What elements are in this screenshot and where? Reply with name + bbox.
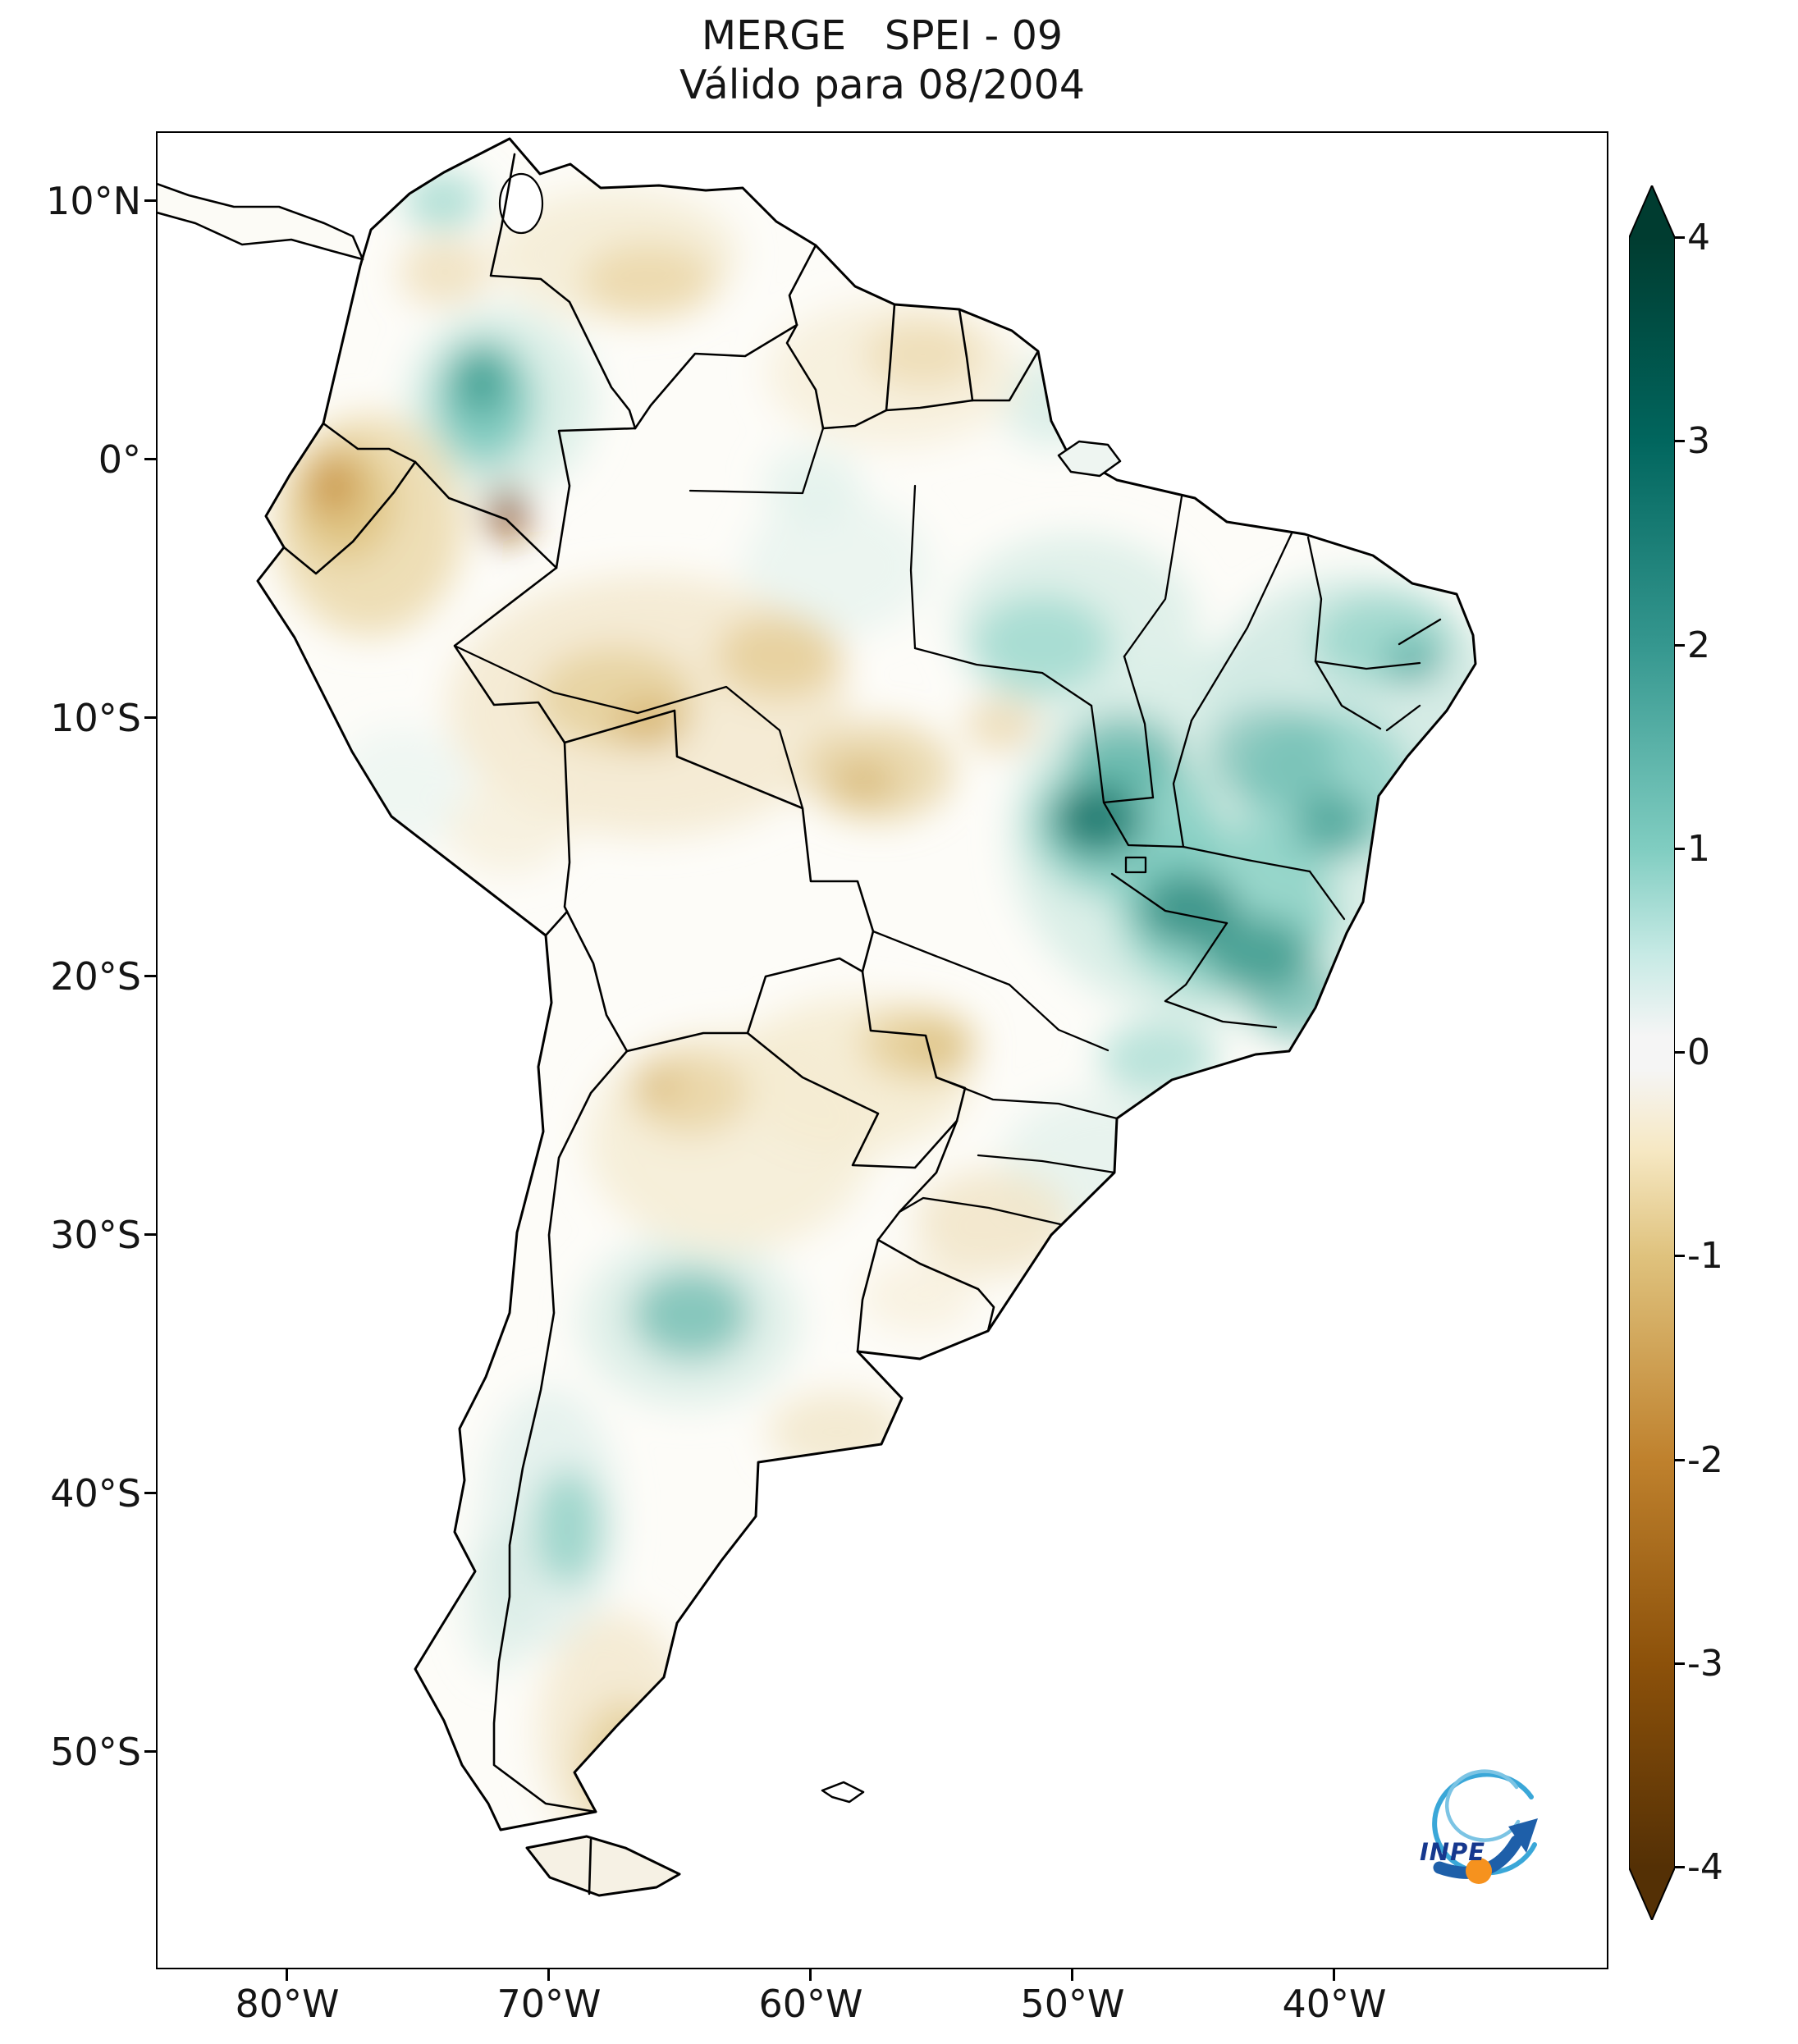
colorbar-tick-mark — [1675, 1051, 1685, 1054]
state-borders — [453, 427, 1442, 1226]
y-tick-mark — [144, 458, 156, 460]
mainland-coastline — [256, 137, 1477, 1831]
figure-subtitle: Válido para 08/2004 — [679, 62, 1086, 108]
colorbar-tick-mark — [1675, 1255, 1685, 1257]
lake-maracaibo — [498, 172, 544, 235]
y-tick-label: 50°S — [50, 1730, 141, 1774]
inpe-logo — [1432, 1769, 1538, 1884]
inpe-logo-label: INPE — [1419, 1838, 1486, 1866]
colorbar-tick-mark — [1675, 848, 1685, 850]
colorbar-gradient — [1629, 238, 1675, 1868]
colorbar-tick-mark — [1675, 1459, 1685, 1461]
y-tick-label: 10°N — [46, 179, 141, 223]
islands — [156, 172, 1122, 1897]
south-america-map — [156, 137, 1477, 1897]
logo-inner-swirl-icon — [1444, 1769, 1521, 1842]
x-tick-mark — [1333, 1969, 1335, 1981]
marajo-island — [1057, 440, 1122, 478]
figure-title: MERGE SPEI - 09 — [701, 12, 1064, 59]
tierra-del-fuego — [525, 1835, 681, 1897]
x-tick-label: 60°W — [758, 1982, 863, 2026]
y-tick-mark — [144, 975, 156, 977]
colorbar-tick-label: 2 — [1687, 624, 1710, 666]
logo-arrowhead-icon — [1508, 1818, 1538, 1853]
colorbar-tick-label: -2 — [1687, 1439, 1723, 1481]
colorbar-tick-label: -4 — [1687, 1846, 1723, 1888]
x-tick-mark — [286, 1969, 288, 1981]
x-tick-mark — [809, 1969, 812, 1981]
colorbar — [1629, 185, 1675, 1920]
y-tick-mark — [144, 1233, 156, 1236]
colorbar-tick-mark — [1675, 1866, 1685, 1868]
colorbar-tick-mark — [1675, 236, 1685, 239]
y-tick-label: 40°S — [50, 1471, 141, 1516]
logo-orange-sphere-icon — [1466, 1858, 1492, 1884]
falkland-islands — [821, 1781, 865, 1804]
x-tick-label: 70°W — [496, 1982, 602, 2026]
colorbar-tick-label: 3 — [1687, 420, 1710, 462]
logo-swirl-icon — [1432, 1772, 1537, 1876]
y-tick-mark — [144, 716, 156, 719]
colorbar-tick-mark — [1675, 1662, 1685, 1665]
colorbar-extend-bottom — [1629, 1868, 1675, 1920]
y-tick-label: 30°S — [50, 1213, 141, 1257]
colorbar-tick-label: 1 — [1687, 828, 1710, 870]
y-tick-mark — [144, 199, 156, 202]
x-tick-label: 40°W — [1282, 1982, 1387, 2026]
map-frame — [156, 131, 1608, 1969]
panama-isthmus — [156, 182, 364, 261]
colorbar-tick-label: 4 — [1687, 217, 1710, 258]
y-tick-label: 20°S — [50, 954, 141, 999]
colorbar-tick-mark — [1675, 644, 1685, 647]
x-tick-label: 80°W — [235, 1982, 340, 2026]
y-tick-mark — [144, 1750, 156, 1753]
x-tick-label: 50°W — [1020, 1982, 1125, 2026]
colorbar-extend-top — [1629, 185, 1675, 238]
colorbar-tick-label: -1 — [1687, 1235, 1723, 1277]
y-tick-label: 10°S — [50, 696, 141, 740]
y-tick-mark — [144, 1492, 156, 1494]
x-tick-mark — [1071, 1969, 1073, 1981]
y-tick-label: 0° — [98, 437, 141, 482]
colorbar-tick-label: 0 — [1687, 1031, 1710, 1073]
colorbar-tick-mark — [1675, 440, 1685, 442]
x-tick-mark — [547, 1969, 550, 1981]
colorbar-tick-label: -3 — [1687, 1643, 1723, 1685]
country-borders — [282, 153, 1040, 1895]
